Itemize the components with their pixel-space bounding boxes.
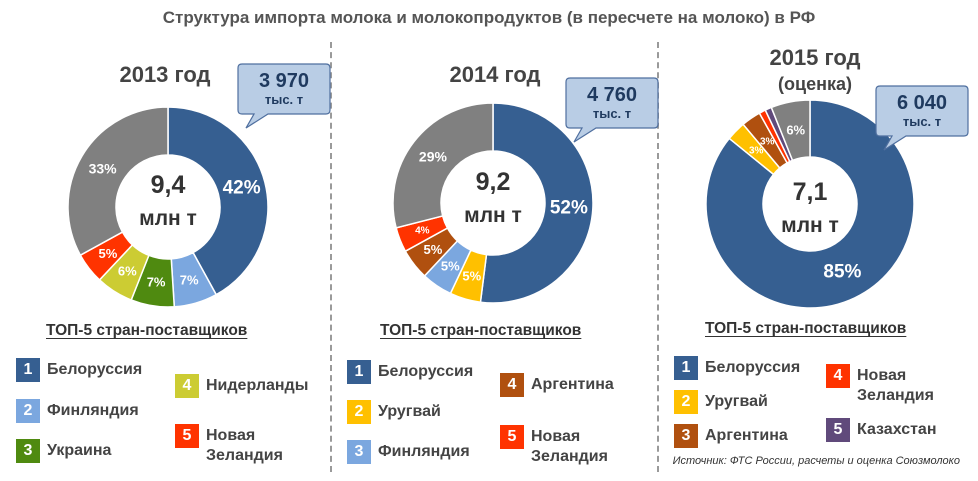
callout-unit: тыс. т xyxy=(264,92,304,107)
total-value: 9,4 xyxy=(150,171,186,199)
country-label: Новая Зеландия xyxy=(206,427,283,464)
source-note: Источник: ФТС России, расчеты и оценка С… xyxy=(672,455,960,467)
slice-label: 7% xyxy=(147,275,166,290)
legend-item: 3 Финляндия xyxy=(347,440,470,464)
legend-item: 3 Украина xyxy=(16,439,111,463)
top5-heading: ТОП-5 стран-поставщиков xyxy=(705,320,907,337)
year-label: 2014 год xyxy=(449,62,541,87)
panel-divider xyxy=(657,42,659,472)
legend-item: 2 Уругвай xyxy=(674,390,768,414)
callout-value: 6 040 xyxy=(896,92,948,114)
callout-unit: тыс. т xyxy=(902,114,942,129)
slice-label: 3% xyxy=(749,146,764,157)
total-value: 7,1 xyxy=(792,178,828,206)
panel-divider xyxy=(330,42,332,472)
slice-label: 5% xyxy=(462,268,481,283)
total-value: 9,2 xyxy=(475,168,511,196)
total-unit: млн т xyxy=(139,207,197,230)
callout-value: 3 970 xyxy=(258,70,310,92)
legend-item: 4 Нидерланды xyxy=(175,374,308,398)
slice-label: 7% xyxy=(180,272,199,287)
rank-badge: 2 xyxy=(16,399,40,423)
slice-label: 85% xyxy=(823,262,861,283)
legend-item: 1 Белоруссия xyxy=(16,358,142,382)
donut-slice xyxy=(479,102,594,304)
legend-item: 1 Белоруссия xyxy=(674,356,800,380)
total-volume: 9,2 млн т xyxy=(433,167,553,229)
country-label: Украина xyxy=(47,442,112,459)
donut-slice xyxy=(167,106,269,296)
total-volume: 7,1 млн т xyxy=(750,177,870,239)
country-label: Казахстан xyxy=(857,421,937,438)
slice-label: 4% xyxy=(415,225,430,236)
slice-label: 3% xyxy=(760,136,775,147)
country-label: Новая Зеландия xyxy=(857,367,934,404)
rank-badge: 4 xyxy=(826,364,850,388)
year-note: (оценка) xyxy=(778,74,852,94)
country-label: Уругвай xyxy=(705,393,768,410)
slice-label: 6% xyxy=(786,122,805,137)
country-label: Финляндия xyxy=(378,443,470,460)
legend-item: 1 Белоруссия xyxy=(347,360,473,384)
donut-chart-2014: 52%5%5%5%4%29% xyxy=(392,102,594,304)
rank-badge: 2 xyxy=(347,400,371,424)
rank-badge: 3 xyxy=(674,424,698,448)
donut-slice xyxy=(705,99,915,309)
slice-label: 42% xyxy=(223,178,261,199)
rank-badge: 5 xyxy=(826,418,850,442)
total-unit: млн т xyxy=(781,214,839,237)
legend-item: 5 Казахстан xyxy=(826,418,937,442)
legend-item: 2 Финляндия xyxy=(16,399,139,423)
belarus-volume-callout: 3 970 тыс. т xyxy=(237,63,331,129)
rank-badge: 1 xyxy=(347,360,371,384)
country-label: Аргентина xyxy=(531,376,614,393)
rank-badge: 1 xyxy=(16,358,40,382)
callout-value: 4 760 xyxy=(586,84,638,106)
legend-item: 4 Новая Зеландия xyxy=(826,364,957,406)
country-label: Аргентина xyxy=(705,427,788,444)
rank-badge: 3 xyxy=(347,440,371,464)
callout-unit: тыс. т xyxy=(592,106,632,121)
donut-slice xyxy=(392,102,494,229)
top5-heading: ТОП-5 стран-поставщиков xyxy=(46,322,248,339)
total-unit: млн т xyxy=(464,204,522,227)
rank-badge: 5 xyxy=(175,424,199,448)
donut-slice xyxy=(67,106,169,257)
rank-badge: 5 xyxy=(500,425,524,449)
rank-badge: 4 xyxy=(175,374,199,398)
country-label: Белоруссия xyxy=(705,359,801,376)
donut-chart-2013: 42% 7% 7% 6%5% 33% xyxy=(67,106,269,308)
slice-label: 33% xyxy=(89,160,118,176)
slice-label: 5% xyxy=(441,258,460,273)
top5-heading: ТОП-5 стран-поставщиков xyxy=(380,322,582,339)
belarus-volume-callout: 6 040 тыс. т xyxy=(875,85,969,151)
slice-label: 52% xyxy=(550,197,588,218)
rank-badge: 2 xyxy=(674,390,698,414)
belarus-volume-callout: 4 760 тыс. т xyxy=(565,77,659,143)
slice-label: 29% xyxy=(419,148,448,164)
legend-item: 5 Новая Зеландия xyxy=(500,425,631,467)
rank-badge: 3 xyxy=(16,439,40,463)
slice-label: 5% xyxy=(424,242,443,257)
rank-badge: 4 xyxy=(500,373,524,397)
country-label: Новая Зеландия xyxy=(531,428,608,465)
slice-label: 5% xyxy=(99,246,118,261)
country-label: Нидерланды xyxy=(206,377,309,394)
legend-item: 3 Аргентина xyxy=(674,424,788,448)
legend-item: 4 Аргентина xyxy=(500,373,614,397)
donut-chart-2015: 85% 3%3% 6% xyxy=(705,99,915,309)
rank-badge: 1 xyxy=(674,356,698,380)
country-label: Уругвай xyxy=(378,403,441,420)
country-label: Финляндия xyxy=(47,402,139,419)
legend-item: 2 Уругвай xyxy=(347,400,441,424)
slice-label: 6% xyxy=(118,264,137,279)
country-label: Белоруссия xyxy=(47,361,143,378)
country-label: Белоруссия xyxy=(378,363,474,380)
legend-item: 5 Новая Зеландия xyxy=(175,424,306,466)
chart-title: Структура импорта молока и молокопродукт… xyxy=(162,8,816,27)
total-volume: 9,4 млн т xyxy=(108,170,228,232)
year-label: 2013 год xyxy=(119,62,211,87)
year-label: 2015 год xyxy=(769,45,861,70)
donut-slice xyxy=(770,99,811,162)
